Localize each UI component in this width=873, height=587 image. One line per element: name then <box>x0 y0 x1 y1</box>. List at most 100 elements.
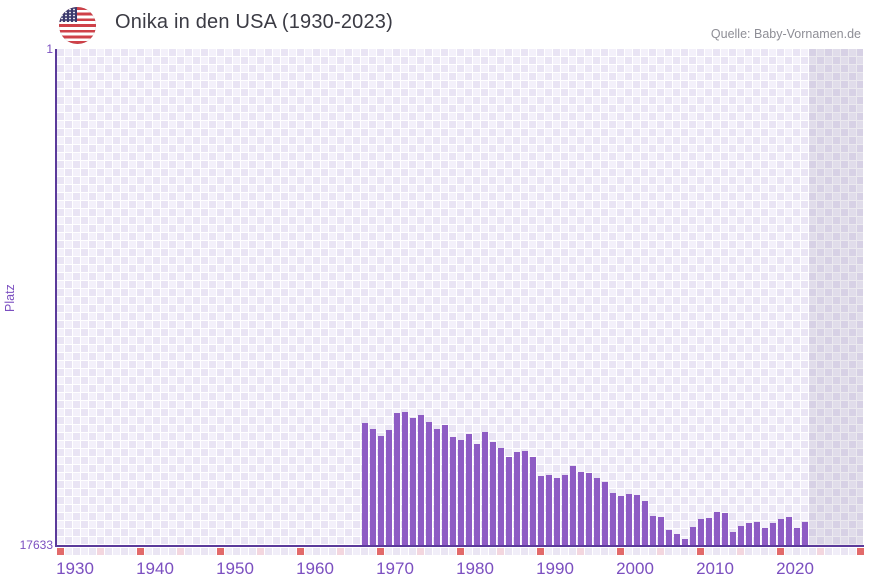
bar-1985[interactable] <box>514 451 520 545</box>
bar-1983[interactable] <box>498 448 504 545</box>
bar-1967[interactable] <box>370 429 376 545</box>
bar-1992[interactable] <box>570 466 576 545</box>
strip-cell-1968 <box>377 548 384 555</box>
bar-1966[interactable] <box>362 422 368 545</box>
strip-cell-2011 <box>721 548 728 555</box>
strip-cell-1974 <box>425 548 432 555</box>
strip-cell-1967 <box>369 548 376 555</box>
usa-flag-icon <box>59 7 96 44</box>
bar-1986[interactable] <box>522 451 528 545</box>
strip-cell-1969 <box>385 548 392 555</box>
bar-2007[interactable] <box>690 526 696 545</box>
strip-cell-2008 <box>697 548 704 555</box>
bar-1980[interactable] <box>474 444 480 545</box>
bar-2009[interactable] <box>706 518 712 545</box>
bar-1971[interactable] <box>402 412 408 545</box>
bar-1994[interactable] <box>586 472 592 545</box>
strip-cell-2003 <box>657 548 664 555</box>
strip-cell-1963 <box>337 548 344 555</box>
strip-cell-1985 <box>513 548 520 555</box>
bar-1995[interactable] <box>594 477 600 545</box>
strip-cell-1990 <box>553 548 560 555</box>
strip-cell-2000 <box>633 548 640 555</box>
bar-1970[interactable] <box>394 413 400 545</box>
bar-1969[interactable] <box>386 430 392 545</box>
bar-2000[interactable] <box>634 495 640 545</box>
strip-cell-1964 <box>345 548 352 555</box>
bar-2018[interactable] <box>778 519 784 545</box>
strip-cell-1960 <box>313 548 320 555</box>
strip-cell-1942 <box>169 548 176 555</box>
bar-1991[interactable] <box>562 475 568 545</box>
bar-1996[interactable] <box>602 482 608 545</box>
strip-cell-1952 <box>249 548 256 555</box>
bar-2013[interactable] <box>738 526 744 545</box>
bar-1987[interactable] <box>530 456 536 545</box>
x-tick-2000: 2000 <box>616 559 654 578</box>
bar-1999[interactable] <box>626 494 632 545</box>
strip-cell-2015 <box>753 548 760 555</box>
strip-cell-1958 <box>297 548 304 555</box>
bar-1997[interactable] <box>610 492 616 545</box>
bar-2014[interactable] <box>746 523 752 545</box>
plot-area <box>57 49 863 545</box>
bar-1979[interactable] <box>466 434 472 545</box>
bar-1968[interactable] <box>378 435 384 545</box>
strip-cell-1941 <box>161 548 168 555</box>
bar-2008[interactable] <box>698 519 704 545</box>
bar-2010[interactable] <box>714 512 720 545</box>
y-axis-line <box>55 49 57 547</box>
strip-cell-1940 <box>153 548 160 555</box>
bar-2003[interactable] <box>658 516 664 545</box>
bar-2005[interactable] <box>674 534 680 545</box>
strip-cell-1957 <box>289 548 296 555</box>
bar-1988[interactable] <box>538 476 544 545</box>
bar-2017[interactable] <box>770 523 776 545</box>
bar-2002[interactable] <box>650 516 656 545</box>
bar-2006[interactable] <box>682 539 688 545</box>
strip-cell-1987 <box>529 548 536 555</box>
bar-1978[interactable] <box>458 440 464 545</box>
bar-2021[interactable] <box>802 521 808 545</box>
strip-cell-1939 <box>145 548 152 555</box>
bar-1981[interactable] <box>482 432 488 545</box>
strip-cell-1978 <box>457 548 464 555</box>
bar-1989[interactable] <box>546 475 552 545</box>
strip-cell-1989 <box>545 548 552 555</box>
bar-1976[interactable] <box>442 425 448 545</box>
x-axis-line <box>55 545 864 547</box>
bar-2020[interactable] <box>794 527 800 545</box>
bar-1990[interactable] <box>554 477 560 545</box>
bar-1975[interactable] <box>434 428 440 545</box>
bar-1972[interactable] <box>410 418 416 545</box>
strip-cell-1976 <box>441 548 448 555</box>
strip-cell-1979 <box>465 548 472 555</box>
strip-cell-1956 <box>281 548 288 555</box>
bar-1974[interactable] <box>426 422 432 545</box>
strip-cell-2027 <box>849 548 856 555</box>
bar-1993[interactable] <box>578 471 584 545</box>
strip-cell-1981 <box>481 548 488 555</box>
strip-cell-2009 <box>705 548 712 555</box>
page-title: Onika in den USA (1930-2023) <box>115 11 393 33</box>
bar-1998[interactable] <box>618 496 624 545</box>
strip-cell-1993 <box>577 548 584 555</box>
bar-2019[interactable] <box>786 517 792 545</box>
x-tick-1930: 1930 <box>56 559 94 578</box>
bar-1982[interactable] <box>490 442 496 545</box>
y-axis-title: Platz <box>3 284 17 312</box>
bar-1984[interactable] <box>506 457 512 545</box>
bar-2011[interactable] <box>722 513 728 545</box>
bar-2012[interactable] <box>730 531 736 545</box>
y-axis-top-label: 1 <box>46 42 53 56</box>
bar-2004[interactable] <box>666 530 672 545</box>
bar-2016[interactable] <box>762 528 768 545</box>
bar-2001[interactable] <box>642 500 648 545</box>
strip-cell-1980 <box>473 548 480 555</box>
bar-1973[interactable] <box>418 414 424 545</box>
strip-cell-1954 <box>265 548 272 555</box>
strip-cell-1965 <box>353 548 360 555</box>
bar-2015[interactable] <box>754 521 760 545</box>
bar-1977[interactable] <box>450 436 456 545</box>
